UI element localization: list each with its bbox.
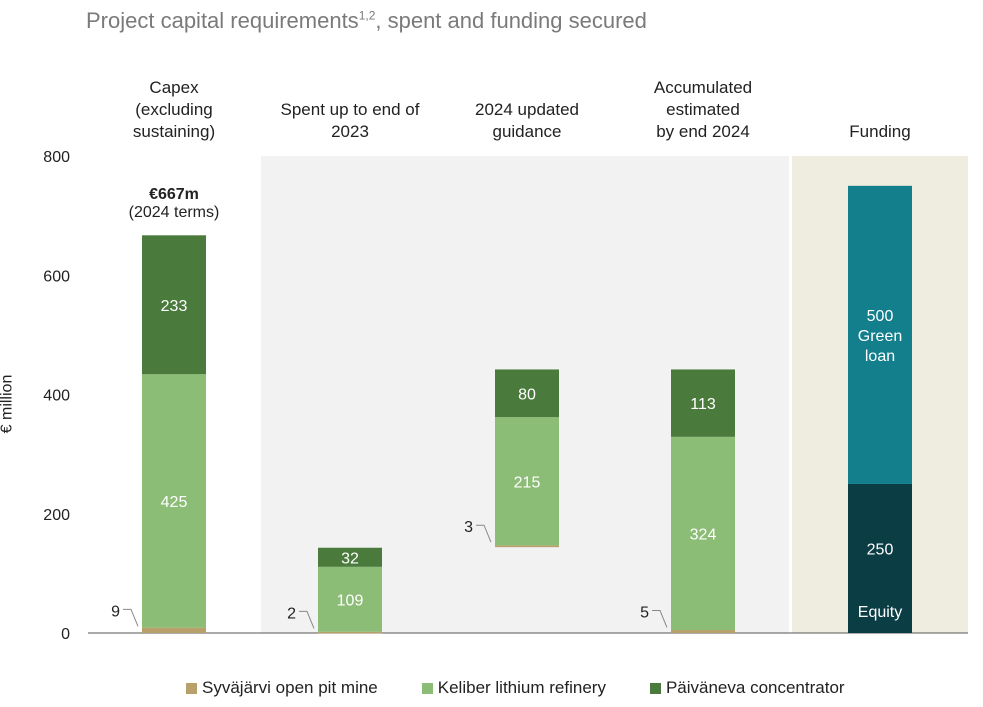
segment-sublabel: Equity (858, 604, 902, 621)
bar-segment (495, 417, 559, 546)
segment-value-label: 2 (287, 605, 296, 622)
title-suffix: , spent and funding secured (375, 8, 647, 33)
y-axis-label: € million (0, 374, 16, 434)
bar-total-footnote: 3 (901, 162, 908, 174)
column-header: Capex (excluding sustaining) (132, 78, 216, 141)
segment-value-label: 500 (867, 308, 894, 325)
segment-value-label: Green (858, 328, 902, 345)
bar-segment (671, 630, 735, 633)
column-header: Funding (849, 122, 911, 141)
column-header: 2024 updated guidance (475, 100, 579, 141)
legend-label-mine: Syväjärvi open pit mine (202, 678, 378, 697)
segment-value-label: 32 (341, 550, 359, 567)
bar-total-label: ~€300m (447, 336, 607, 354)
y-tick-label: 400 (43, 388, 70, 405)
bar-segment (142, 627, 206, 633)
y-tick-label: 200 (43, 507, 70, 524)
bar-total-value: €667m (149, 186, 199, 203)
bar-total-label: €667m (2024 terms) (94, 186, 254, 222)
bar-segment (495, 369, 559, 418)
title-text: Project capital requirements (86, 8, 359, 33)
y-tick-label: 800 (43, 149, 70, 166)
segment-value-label: 324 (690, 526, 717, 543)
shaded-region-grey (261, 156, 789, 633)
bar-segment (318, 566, 382, 632)
legend-swatch-concentrator (649, 682, 661, 694)
bar-segment (142, 374, 206, 628)
segment-value-label: 9 (111, 603, 120, 620)
leader-line (123, 608, 139, 627)
bar-total-label: €144m (270, 512, 430, 530)
bar-segment (848, 185, 912, 484)
title-superscript: 1,2 (358, 8, 376, 23)
legend-item-concentrator: Päiväneva concentrator (649, 678, 845, 698)
segment-value-label: 80 (518, 386, 536, 403)
legend-label-concentrator: Päiväneva concentrator (665, 678, 845, 697)
bar-total-value: ~€444m (673, 336, 733, 353)
page-title: Project capital requirements1,2, spent a… (86, 8, 647, 34)
bar-segment (671, 369, 735, 437)
bar-total-label: ~€444m (623, 336, 783, 354)
leader-line (476, 524, 492, 543)
bar-total-value: ~€300m (497, 336, 557, 353)
bar-segment (495, 545, 559, 548)
segment-value-label: 5 (640, 605, 649, 622)
bar-total-value: €144m (325, 512, 375, 529)
segment-value-label: 425 (161, 494, 188, 511)
bar-segment (318, 547, 382, 567)
y-tick-label: 600 (43, 268, 70, 285)
bar-total-subtitle: (2024 terms) (128, 204, 220, 221)
segment-value-label: 113 (690, 396, 716, 413)
segment-value-label: 233 (161, 298, 188, 315)
legend-item-mine: Syväjärvi open pit mine (186, 678, 378, 698)
bar-total-value: €750m (852, 164, 902, 182)
segment-value-label: 215 (514, 474, 541, 491)
column-header: Accumulated estimated by end 2024 (653, 78, 753, 141)
segment-value-label: loan (865, 348, 895, 365)
leader-line (652, 610, 668, 628)
legend: Syväjärvi open pit mine Keliber lithium … (186, 678, 845, 698)
legend-item-refinery: Keliber lithium refinery (421, 678, 606, 698)
column-header: Spent up to end of 2023 (280, 100, 420, 141)
legend-swatch-refinery (421, 682, 433, 694)
segment-value-label: 250 (867, 541, 894, 558)
segment-value-label: 109 (337, 592, 364, 609)
shaded-region-funding (792, 156, 968, 633)
leader-line (299, 610, 315, 629)
legend-swatch-mine (186, 682, 197, 694)
legend-label-refinery: Keliber lithium refinery (437, 678, 606, 697)
bar-segment (318, 631, 382, 634)
bar-segment (671, 436, 735, 631)
bar-segment (848, 483, 912, 633)
bar-segment (142, 235, 206, 375)
bar-total-label: €750m3 (800, 162, 960, 182)
y-tick-label: 0 (61, 626, 70, 643)
segment-value-label: 3 (464, 519, 473, 536)
